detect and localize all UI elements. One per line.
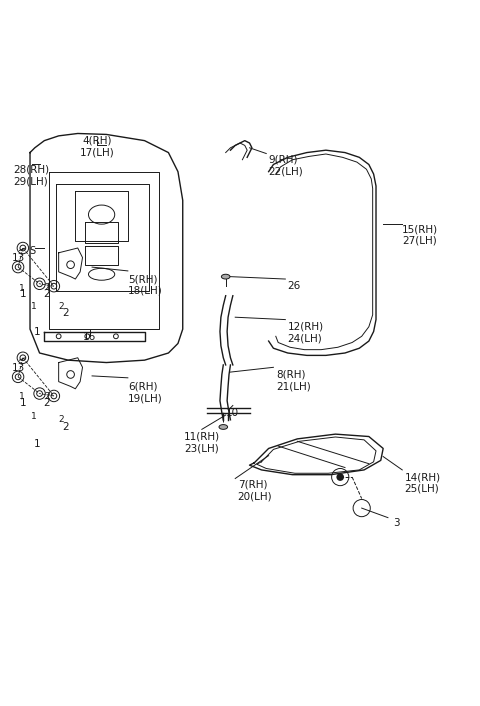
- Text: 1: 1: [19, 284, 25, 293]
- Text: 2: 2: [44, 282, 49, 292]
- Text: 9(RH)
22(LH): 9(RH) 22(LH): [269, 155, 303, 176]
- Text: 7(RH)
20(LH): 7(RH) 20(LH): [238, 479, 272, 501]
- Text: 12(RH)
24(LH): 12(RH) 24(LH): [288, 322, 324, 344]
- Text: 16: 16: [83, 332, 96, 342]
- Ellipse shape: [219, 424, 228, 429]
- Text: 6(RH)
19(LH): 6(RH) 19(LH): [128, 382, 163, 403]
- Text: 2: 2: [44, 393, 49, 402]
- Text: 1: 1: [34, 327, 40, 337]
- Ellipse shape: [221, 274, 230, 279]
- Text: 1: 1: [19, 393, 25, 402]
- Text: 1: 1: [20, 289, 26, 299]
- Text: 11(RH)
23(LH): 11(RH) 23(LH): [184, 432, 220, 453]
- Text: $\mathsf{S}$: $\mathsf{S}$: [29, 244, 36, 256]
- Text: 1: 1: [31, 412, 36, 421]
- Text: 1: 1: [31, 301, 36, 311]
- Text: 3: 3: [393, 517, 399, 527]
- Text: 2: 2: [62, 422, 69, 432]
- Text: 1: 1: [20, 398, 26, 408]
- Text: 13: 13: [12, 253, 24, 263]
- Text: 14(RH)
25(LH): 14(RH) 25(LH): [405, 472, 441, 494]
- Circle shape: [336, 473, 344, 481]
- Text: 2: 2: [58, 301, 64, 311]
- Text: 2: 2: [43, 289, 50, 299]
- Text: 10: 10: [226, 408, 240, 418]
- Text: 13: 13: [12, 363, 24, 373]
- Text: 28(RH)
29(LH): 28(RH) 29(LH): [13, 164, 49, 186]
- Text: 1: 1: [34, 439, 40, 449]
- Text: 5(RH)
18(LH): 5(RH) 18(LH): [128, 274, 163, 296]
- Text: 4(RH)
17(LH): 4(RH) 17(LH): [80, 136, 114, 157]
- Text: 8(RH)
21(LH): 8(RH) 21(LH): [276, 370, 311, 391]
- Text: 2: 2: [58, 415, 64, 424]
- Text: 26: 26: [288, 282, 301, 292]
- Text: 2: 2: [62, 308, 69, 318]
- Text: 15(RH)
27(LH): 15(RH) 27(LH): [402, 224, 438, 246]
- Text: 2: 2: [43, 398, 50, 408]
